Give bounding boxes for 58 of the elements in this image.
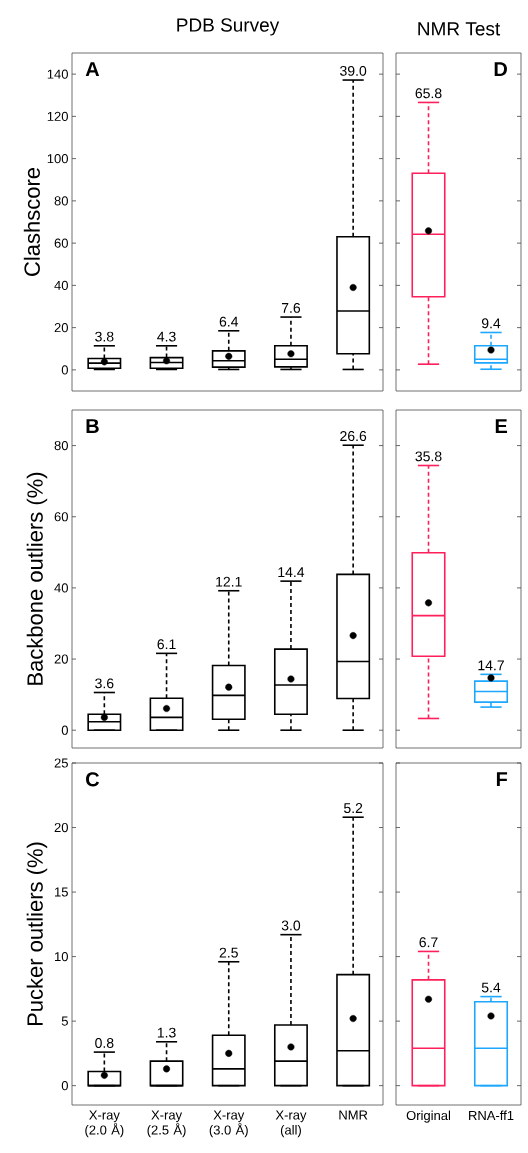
x-tick-label: X-ray (2.0 Å): [85, 1110, 124, 1138]
annotation: 6.4: [219, 316, 239, 327]
annotation: 14.4: [278, 567, 305, 577]
annotation: 5.4: [481, 982, 501, 993]
x-tick-label: X-ray (2.5 Å): [147, 1110, 186, 1138]
annotation: 65.8: [415, 88, 442, 99]
y-tick-label: 20: [54, 822, 68, 833]
annotation: E: [495, 419, 508, 433]
x-tick-label: NMR: [339, 1110, 368, 1120]
annotation: 7.6: [281, 302, 301, 313]
y-axis-title: Backbone outliers (%): [26, 472, 48, 685]
chart-title: NMR Test: [418, 22, 501, 36]
y-tick-label: 5: [61, 1016, 68, 1026]
annotation: 3.0: [281, 920, 301, 931]
y-tick-label: 0: [61, 365, 68, 375]
y-tick-label: 60: [54, 512, 68, 522]
y-tick-label: 25: [54, 758, 68, 768]
annotation: 9.4: [481, 318, 501, 329]
y-tick-label: 10: [55, 952, 68, 962]
y-axis-title: Clashscore: [23, 167, 40, 276]
y-tick-label: 80: [54, 440, 68, 451]
x-tick-label: Original: [406, 1110, 451, 1123]
annotation: 14.7: [478, 660, 504, 671]
annotation: F: [496, 772, 508, 786]
y-axis-title: Pucker outliers (%): [26, 842, 48, 1026]
y-tick-label: 40: [54, 583, 68, 593]
x-tick-label: RNA-ff1: [469, 1110, 514, 1120]
annotation: 1.3: [157, 1027, 176, 1038]
annotation: 26.6: [340, 431, 367, 442]
annotation: 0.8: [95, 1037, 114, 1048]
x-tick-label: X-ray (all): [275, 1110, 307, 1138]
y-tick-label: 140: [47, 69, 68, 79]
chart-title: PDB Survey: [177, 18, 280, 36]
y-tick-label: 120: [47, 111, 68, 121]
y-tick-label: 100: [47, 154, 68, 164]
x-tick-label: X-ray (3.0 Å): [209, 1110, 248, 1138]
annotation: 39.0: [340, 65, 367, 76]
annotation: 3.8: [95, 331, 114, 342]
y-tick-label: 80: [54, 196, 68, 206]
annotation: A: [85, 62, 100, 76]
annotation: 4.3: [157, 331, 176, 342]
y-tick-label: 20: [54, 654, 68, 664]
annotation: 2.5: [219, 947, 238, 958]
y-tick-label: 60: [54, 238, 68, 248]
annotation: 6.1: [157, 639, 176, 650]
annotation: B: [86, 419, 99, 433]
annotation: 5.2: [343, 803, 363, 814]
y-tick-label: 15: [55, 887, 68, 897]
annotation: C: [86, 772, 100, 787]
y-tick-label: 0: [61, 725, 68, 735]
annotation: 3.6: [95, 678, 114, 689]
annotation: 6.7: [419, 937, 438, 948]
y-tick-label: 20: [54, 323, 68, 333]
annotation: D: [494, 62, 507, 76]
y-tick-label: 40: [54, 280, 68, 290]
annotation: 12.1: [216, 576, 242, 587]
y-tick-label: 0: [61, 1081, 68, 1091]
annotation: 35.8: [415, 451, 442, 462]
